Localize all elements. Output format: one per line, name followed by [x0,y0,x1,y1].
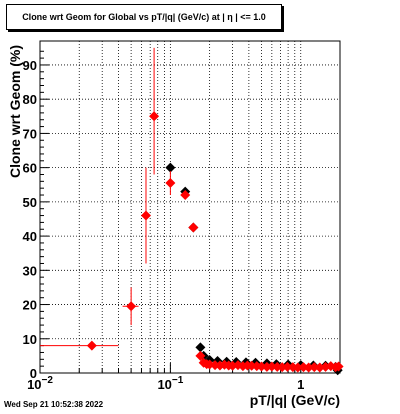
data-point-red [188,222,199,233]
y-tick-label: 60 [23,161,37,176]
data-point-red [140,210,151,221]
y-tick-label: 20 [23,298,37,313]
x-tick-label: 10−2 [27,375,53,392]
x-tick-label: 10−1 [157,375,183,392]
data-point-red [126,301,137,312]
x-tick-label: 1 [297,377,304,392]
grid [39,41,341,374]
data-point-red [303,362,314,373]
timestamp: Wed Sep 21 10:52:38 2022 [4,400,104,409]
data-point-red [256,361,267,372]
data-point-black [195,342,206,353]
x-tick-exponent: −1 [172,375,184,386]
data-point-red [309,362,320,373]
data-point-red [180,190,191,201]
data-point-red [149,111,160,122]
y-tick-label: 40 [23,229,37,244]
data-point-red [165,178,176,189]
data-point-red [333,361,344,372]
x-axis-title: pT/|q| (GeV/c) [250,392,340,408]
data-point-red [266,361,277,372]
plot-frame [39,40,341,374]
data-markers [40,47,344,376]
data-point-red [86,340,97,351]
y-tick-label: 80 [23,92,37,107]
axis-ticks: 0 10 20 30 40 50 60 70 80 90 10−2 10−1 1 [23,50,341,392]
y-tick-label: 90 [23,58,37,73]
y-tick-label: 50 [23,195,37,210]
y-tick-label: 0 [30,366,37,381]
data-point-red [282,361,293,372]
y-axis-title: Clone wrt Geom (%) [7,45,23,178]
axes-frame [39,40,341,374]
y-tick-label: 70 [23,126,37,141]
data-point-red [292,362,303,373]
y-tick-label: 10 [23,332,37,347]
data-point-black [165,162,176,173]
y-tick-label: 30 [23,263,37,278]
data-point-red [195,350,206,361]
x-tick-exponent: −2 [42,375,54,386]
chart-title: Clone wrt Geom for Global vs pT/|q| (GeV… [6,4,282,30]
data-point-red [314,362,325,373]
